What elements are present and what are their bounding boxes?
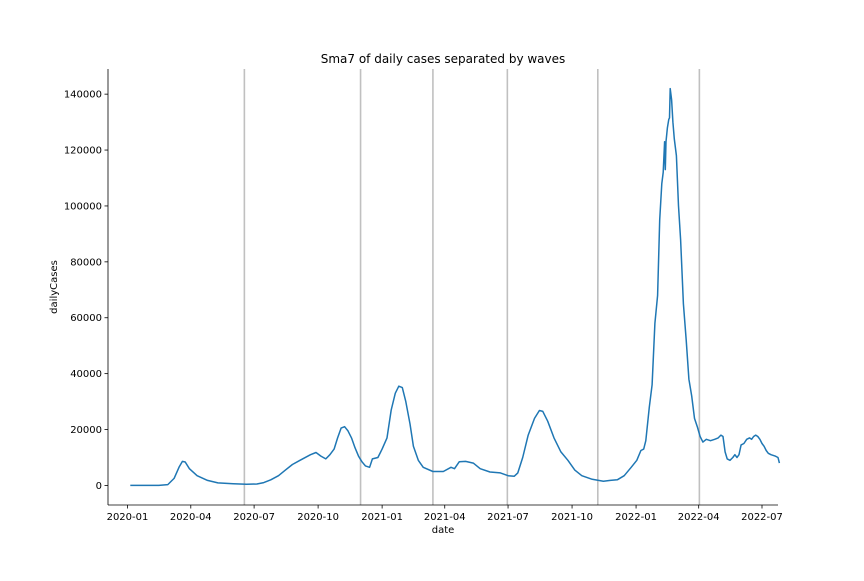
y-tick-label: 40000 [70,369,102,380]
x-tick-label: 2020-10 [297,512,339,523]
x-tick-label: 2022-01 [615,512,657,523]
plot-area [130,87,781,487]
x-tick-label: 2021-07 [487,512,529,523]
x-tick-label: 2020-07 [233,512,275,523]
x-axis-label: date [432,525,455,536]
x-tick-label: 2021-01 [361,512,403,523]
y-tick-label: 20000 [70,425,102,436]
x-tick-label: 2020-01 [107,512,149,523]
chart-title: Sma7 of daily cases separated by waves [321,52,566,66]
y-tick-label: 0 [96,481,102,492]
x-tick-label: 2021-10 [551,512,593,523]
x-tick-label: 2022-07 [741,512,783,523]
y-tick-label: 80000 [70,257,102,268]
wave-boundary-lines [243,69,701,505]
y-tick-label: 60000 [70,313,102,324]
y-tick-label: 100000 [64,201,102,212]
y-tick-label: 140000 [64,90,102,101]
y-tick-label: 120000 [64,146,102,157]
y-axis-label: dailyCases [49,260,60,314]
x-tick-label: 2022-04 [678,512,720,523]
axes: 0 20000 40000 60000 80000 100000 120000 140000 2… [64,69,783,523]
x-tick-label: 2021-04 [424,512,466,523]
x-tick-label: 2020-04 [170,512,212,523]
series-line-daily-cases [130,87,781,487]
